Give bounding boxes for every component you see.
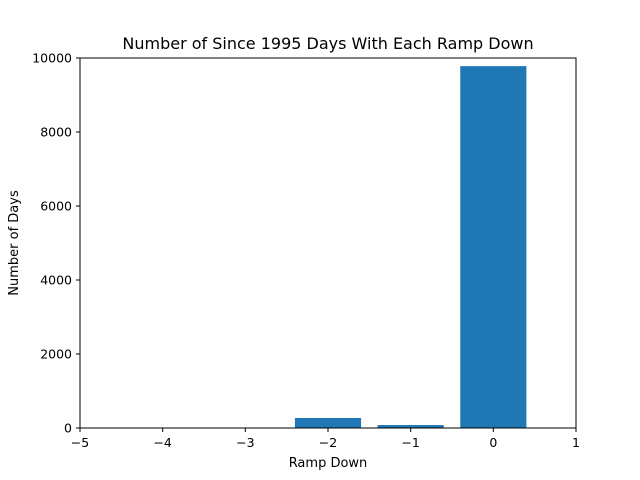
x-tick-label: −1 <box>401 435 419 450</box>
x-tick-label: −3 <box>236 435 254 450</box>
bar-0 <box>294 418 362 428</box>
x-axis-ticks: −5 −4 −3 −2 −1 0 1 <box>71 428 580 450</box>
x-tick-label: 0 <box>489 435 497 450</box>
y-tick-label: 4000 <box>40 273 72 288</box>
bar-1 <box>377 425 444 428</box>
y-tick-label: 0 <box>64 421 72 436</box>
y-axis-label: Number of Days <box>7 190 22 296</box>
y-tick-label: 6000 <box>40 199 72 214</box>
bar-2 <box>460 66 527 428</box>
y-tick-label: 10000 <box>32 51 72 66</box>
x-tick-label: −2 <box>319 435 337 450</box>
y-tick-label: 2000 <box>40 347 72 362</box>
y-tick-label: 8000 <box>40 125 72 140</box>
y-axis-ticks: 0 2000 4000 6000 8000 10000 <box>32 51 80 436</box>
x-tick-label: −5 <box>71 435 89 450</box>
bars-group <box>294 66 527 428</box>
x-axis-label: Ramp Down <box>289 456 368 471</box>
x-tick-label: 1 <box>572 435 580 450</box>
x-tick-label: −4 <box>153 435 171 450</box>
chart-title: Number of Since 1995 Days With Each Ramp… <box>122 34 533 53</box>
